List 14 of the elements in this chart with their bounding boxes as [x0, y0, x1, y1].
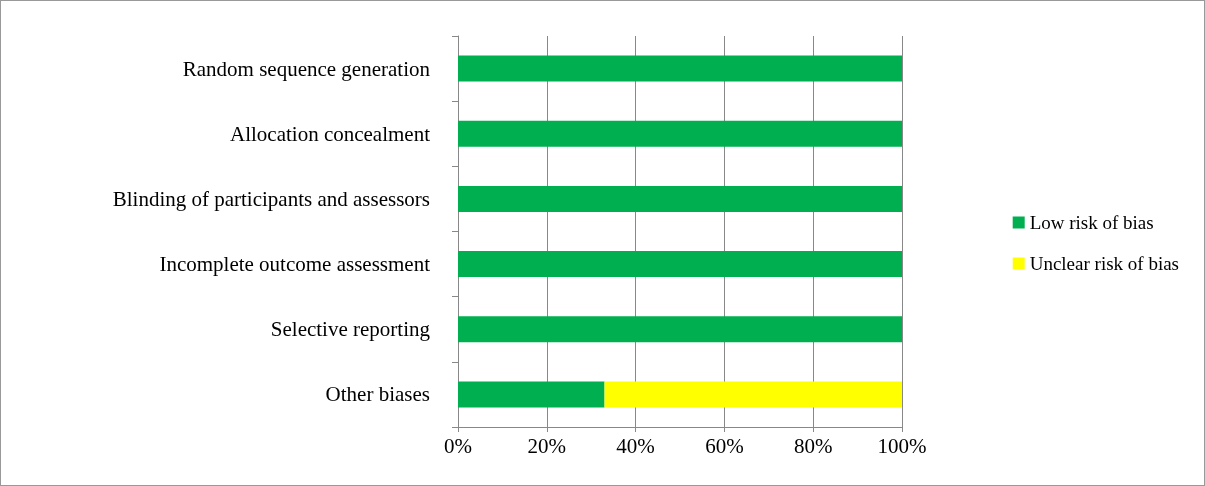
x-tick-label: 60%	[705, 433, 744, 458]
y-tick-label: Incomplete outcome assessment	[159, 252, 431, 277]
x-tick-label: 0%	[444, 433, 472, 458]
x-tick-label: 20%	[527, 433, 567, 458]
x-tick-label: 80%	[793, 433, 833, 458]
y-tick-label: Other biases	[325, 382, 430, 407]
y-tick-label: Selective reporting	[270, 317, 431, 342]
legend-label: Unclear risk of bias	[1029, 253, 1179, 274]
x-tick-label: 40%	[616, 433, 655, 458]
y-tick-label: Allocation concealment	[229, 121, 431, 146]
y-tick-label: Random sequence generation	[182, 56, 431, 81]
legend-label: Low risk of bias	[1029, 212, 1154, 233]
y-tick-label: Blinding of participants and assessors	[112, 186, 430, 211]
x-tick-label: 100%	[877, 433, 927, 458]
